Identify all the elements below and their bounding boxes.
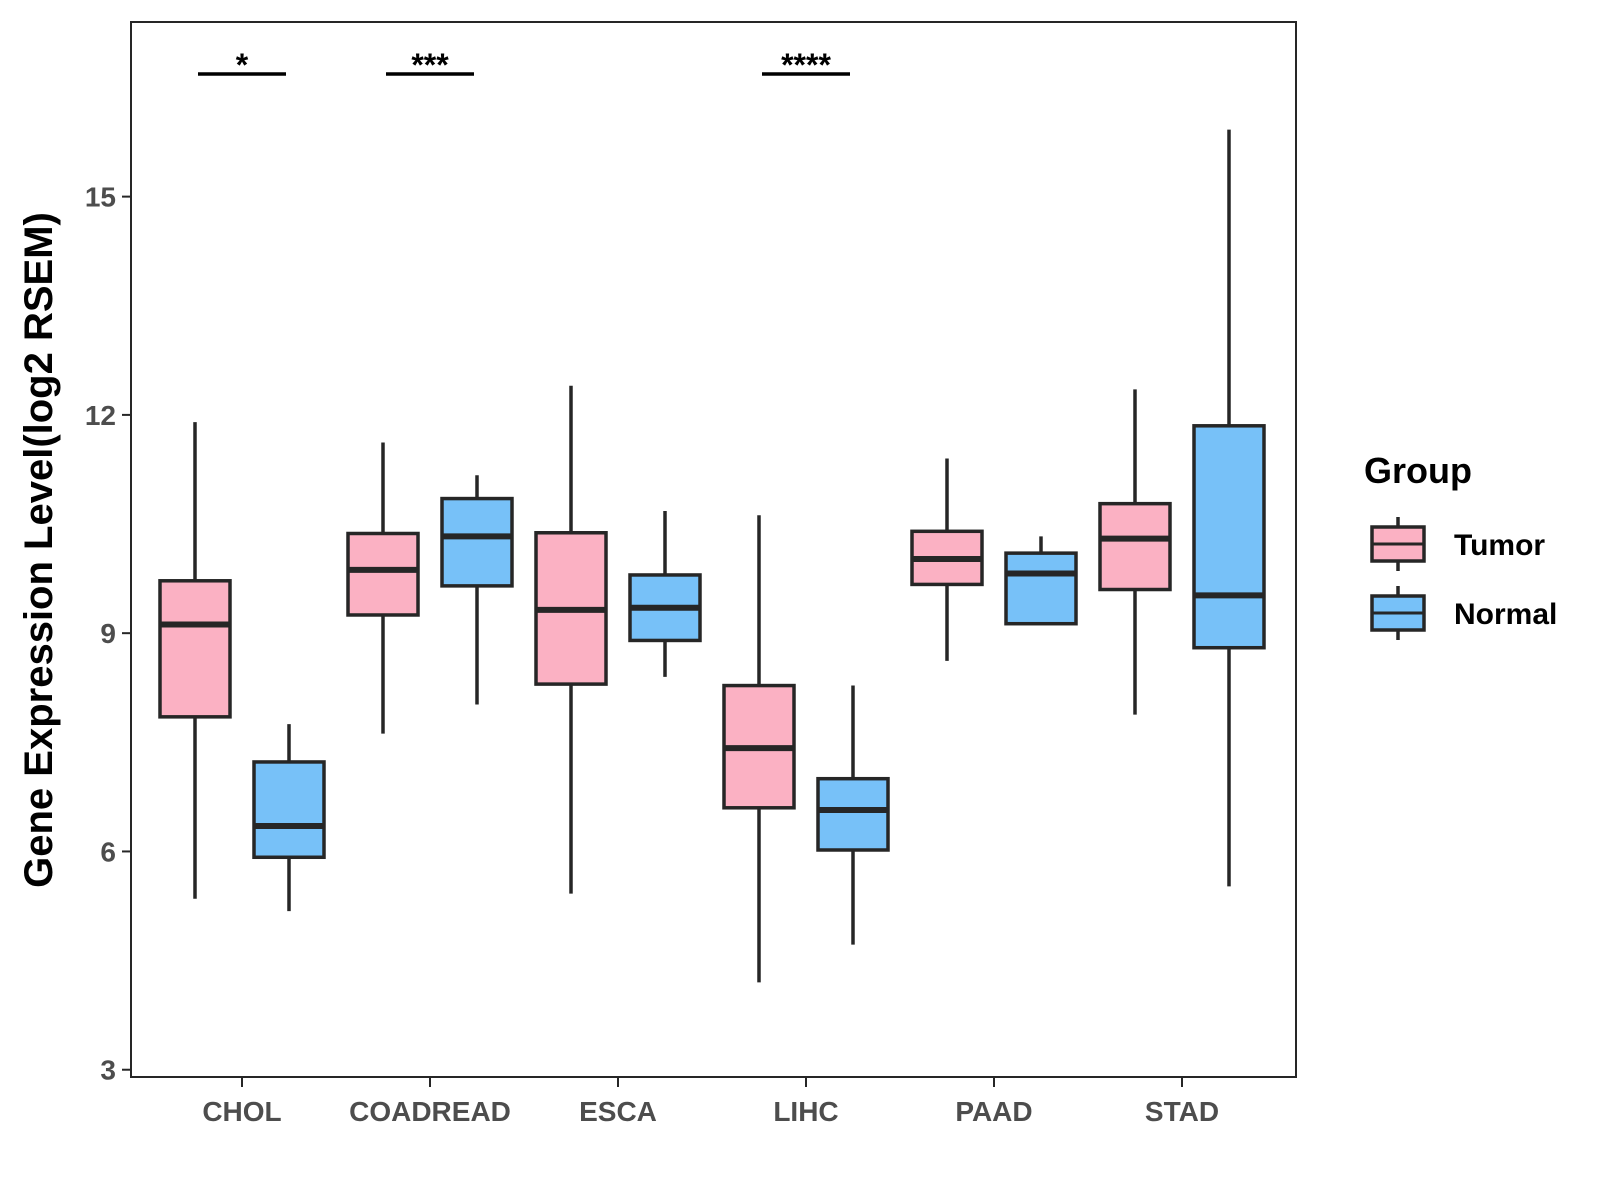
box-body [1192, 424, 1266, 650]
box-tumor-coadread [346, 442, 420, 734]
legend-item-tumor: Tumor [1370, 517, 1545, 571]
box-normal-paad [1004, 536, 1078, 626]
legend-label: Normal [1454, 598, 1557, 631]
box-tumor-esca [534, 385, 608, 894]
box-normal-esca [628, 510, 702, 677]
plot-panel-border [130, 21, 1297, 1078]
legend-label: Tumor [1454, 529, 1545, 562]
y-tick-label: 6 [100, 836, 116, 867]
box-tumor-paad [910, 458, 984, 661]
box-body [1098, 501, 1172, 592]
box-normal-lihc [816, 685, 890, 945]
box-body [440, 496, 514, 588]
significance-label: *** [411, 47, 449, 83]
box-body [1004, 551, 1078, 626]
significance-coadread: *** [386, 47, 474, 83]
x-tick-label: STAD [1145, 1096, 1219, 1127]
plot-marks: * *** **** [158, 47, 1266, 983]
y-tick-label: 12 [85, 400, 116, 431]
significance-label: **** [781, 47, 831, 83]
box-tumor-stad [1098, 389, 1172, 715]
y-axis-title: Gene Expression Level(log2 RSEM) [17, 212, 61, 888]
axes: 3 6 9 12 15 CHOL COADREAD ESCA LIHC PAAD STAD [85, 182, 1219, 1127]
y-tick-label: 15 [85, 182, 116, 213]
box-normal-coadread [440, 475, 514, 705]
x-tick-label: PAAD [955, 1096, 1032, 1127]
y-tick-label: 3 [100, 1055, 116, 1086]
box-body [252, 760, 326, 860]
x-tick-label: CHOL [202, 1096, 281, 1127]
legend: Group Tumor Normal [1364, 450, 1557, 640]
legend-title: Group [1364, 450, 1472, 491]
legend-item-normal: Normal [1370, 586, 1557, 640]
box-body [158, 579, 232, 719]
box-body [346, 531, 420, 617]
significance-lihc: **** [762, 47, 850, 83]
x-tick-label: ESCA [579, 1096, 657, 1127]
x-tick-label: LIHC [773, 1096, 838, 1127]
significance-label: * [236, 47, 249, 83]
x-tick-label: COADREAD [349, 1096, 511, 1127]
box-body [816, 776, 890, 852]
box-tumor-lihc [722, 515, 796, 983]
y-tick-label: 9 [100, 618, 116, 649]
box-tumor-chol [158, 422, 232, 899]
box-normal-stad [1192, 129, 1266, 887]
significance-chol: * [198, 47, 286, 83]
box-normal-chol [252, 724, 326, 912]
